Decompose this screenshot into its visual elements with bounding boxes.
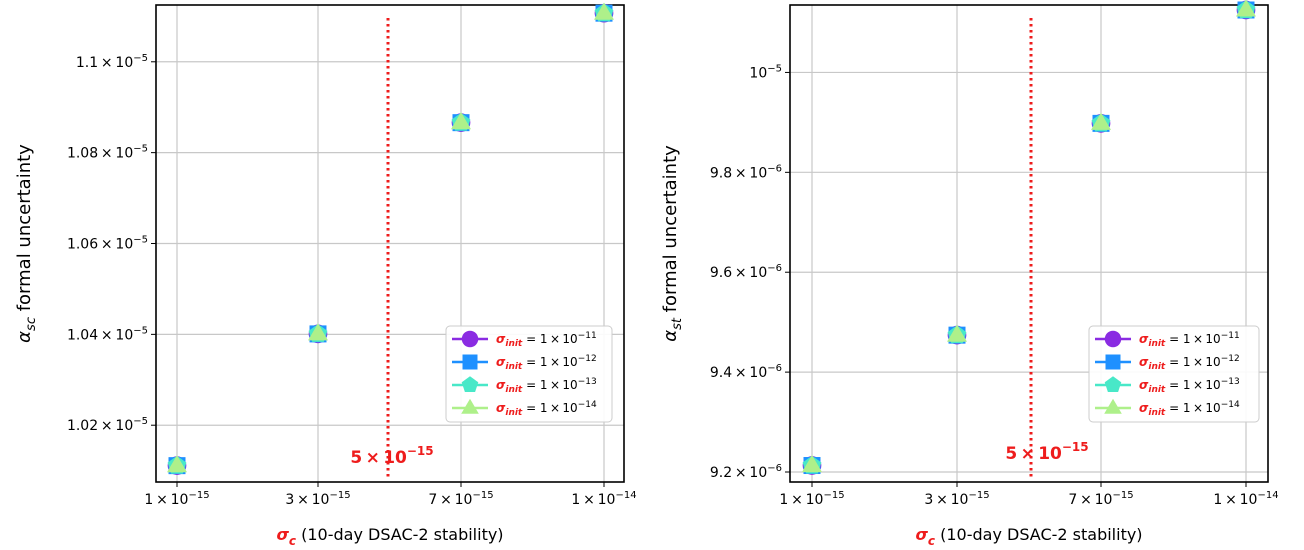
- legend-label: σinit = 1 × 10−14: [1139, 400, 1240, 418]
- x-tick-label: 1 × 10−15: [144, 490, 209, 508]
- legend-marker: [461, 398, 479, 414]
- y-axis-label: αsc formal uncertainty: [14, 144, 39, 343]
- subplot-2: 9.2 × 10−6 9.4 × 10−6 9.6 × 10−6 9.8 × 10−6…: [660, 0, 1279, 548]
- y-tick-label: 1.04 × 10−5: [67, 325, 148, 343]
- y-tick-label: 1.1 × 10−5: [76, 53, 148, 71]
- y-tick-label: 10−5: [749, 63, 782, 81]
- x-tick-label: 1 × 10−14: [571, 490, 636, 508]
- y-tick-label: 1.06 × 10−5: [67, 235, 148, 253]
- reference-vline-label: 5 × 10−15: [350, 444, 433, 468]
- legend-label: σinit = 1 × 10−14: [496, 400, 597, 418]
- data-point: [451, 112, 471, 130]
- legend-label: σinit = 1 × 10−13: [496, 377, 597, 395]
- legend-marker: [461, 376, 479, 392]
- legend-marker: [462, 354, 478, 370]
- y-axis-label: αst formal uncertainty: [660, 145, 685, 342]
- data-point: [802, 455, 822, 473]
- legend-marker: [1104, 398, 1122, 414]
- x-tick-label: 3 × 10−15: [285, 490, 350, 508]
- legend: σinit = 1 × 10−11 σinit = 1 × 10−12 σinit …: [445, 325, 613, 423]
- x-tick-label: 3 × 10−15: [924, 490, 989, 508]
- legend-marker: [461, 330, 479, 348]
- legend-box: [1088, 325, 1260, 423]
- y-tick-label: 9.8 × 10−6: [710, 163, 782, 181]
- data-point: [947, 324, 967, 342]
- legend-label: σinit = 1 × 10−12: [1139, 354, 1240, 372]
- data-point: [594, 2, 614, 20]
- y-tick-label: 1.08 × 10−5: [67, 144, 148, 162]
- x-tick-label: 1 × 10−15: [779, 490, 844, 508]
- y-tick-label: 9.2 × 10−6: [710, 463, 782, 481]
- legend-box: [445, 325, 613, 423]
- legend: σinit = 1 × 10−11 σinit = 1 × 10−12 σinit …: [1088, 325, 1260, 423]
- y-tick-label: 9.6 × 10−6: [710, 263, 782, 281]
- legend-marker: [1104, 330, 1122, 348]
- legend-marker: [1105, 354, 1121, 370]
- legend-label: σinit = 1 × 10−11: [496, 331, 597, 349]
- legend-label: σinit = 1 × 10−11: [1139, 331, 1240, 349]
- axes-frame: [789, 4, 1269, 483]
- legend-label: σinit = 1 × 10−13: [1139, 377, 1240, 395]
- data-point: [1236, 0, 1256, 17]
- x-tick-label: 1 × 10−14: [1213, 490, 1278, 508]
- subplot-1: 1.02 × 10−5 1.04 × 10−5 1.06 × 10−5 1.08 × …: [14, 2, 637, 548]
- x-tick-label: 7 × 10−15: [1068, 490, 1133, 508]
- y-tick-label: 9.4 × 10−6: [710, 363, 782, 381]
- x-tick-label: 7 × 10−15: [428, 490, 493, 508]
- data-point: [1091, 112, 1111, 130]
- data-point: [167, 455, 187, 473]
- legend-label: σinit = 1 × 10−12: [496, 354, 597, 372]
- legend-marker: [1104, 376, 1122, 392]
- data-point: [308, 323, 328, 341]
- x-axis-label: σc (10-day DSAC-2 stability): [915, 525, 1142, 548]
- x-axis-label: σc (10-day DSAC-2 stability): [276, 525, 503, 548]
- y-tick-label: 1.02 × 10−5: [67, 416, 148, 434]
- reference-vline-label: 5 × 10−15: [1005, 440, 1088, 464]
